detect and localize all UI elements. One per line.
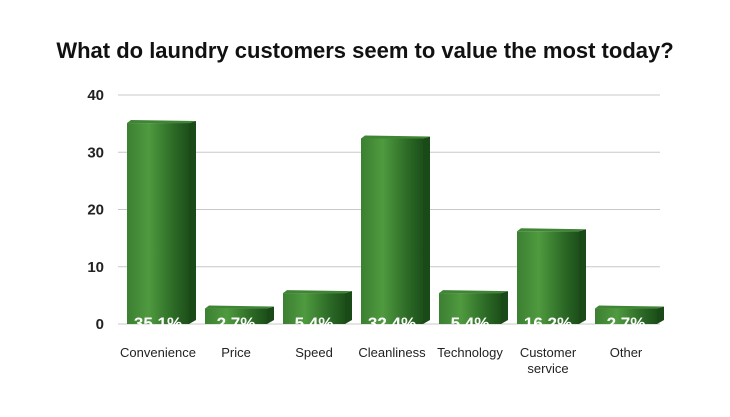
bar-side bbox=[579, 229, 586, 324]
x-axis-ticks: Convenience Price Speed Cleanliness Technolo… bbox=[120, 345, 643, 376]
bar bbox=[517, 228, 586, 324]
y-tick-label: 0 bbox=[96, 316, 104, 333]
data-label: 32.4% bbox=[368, 314, 416, 333]
bar-side bbox=[189, 121, 196, 325]
bar bbox=[283, 290, 352, 324]
bar-side bbox=[657, 306, 664, 324]
bar bbox=[595, 305, 664, 324]
bar-face bbox=[283, 293, 345, 324]
data-label: 35.1% bbox=[134, 314, 182, 333]
x-tick-label: Technology bbox=[437, 345, 503, 360]
y-tick-label: 10 bbox=[87, 259, 104, 276]
bar-face bbox=[517, 231, 579, 324]
bar bbox=[205, 305, 274, 324]
y-axis-ticks: 0 10 20 30 40 bbox=[87, 87, 104, 333]
x-tick-label: Cleanliness bbox=[358, 345, 426, 360]
bar bbox=[361, 135, 430, 324]
bar-side bbox=[423, 136, 430, 324]
bar-side bbox=[345, 291, 352, 324]
bars bbox=[127, 120, 664, 325]
x-tick-label: Price bbox=[221, 345, 251, 360]
x-tick-label: Customer service bbox=[520, 345, 577, 376]
bar-top bbox=[595, 305, 664, 309]
bar-side bbox=[267, 306, 274, 324]
data-label: 2.7% bbox=[607, 314, 646, 333]
chart-title: What do laundry customers seem to value … bbox=[56, 38, 673, 63]
bar-top bbox=[439, 290, 508, 294]
bar-face bbox=[595, 308, 657, 324]
data-labels: 35.1% 2.7% 5.4% 32.4% 5.4% 16.2% 2.7% bbox=[134, 314, 645, 333]
bar-face bbox=[439, 293, 501, 324]
data-label: 16.2% bbox=[524, 314, 572, 333]
x-tick-label: Convenience bbox=[120, 345, 196, 360]
bar-side bbox=[501, 291, 508, 324]
bar-top bbox=[283, 290, 352, 294]
bar bbox=[439, 290, 508, 324]
bar-top bbox=[361, 135, 430, 139]
bar-face bbox=[361, 138, 423, 324]
y-tick-label: 20 bbox=[87, 202, 104, 219]
bar-top bbox=[205, 305, 274, 309]
data-label: 2.7% bbox=[217, 314, 256, 333]
data-label: 5.4% bbox=[295, 314, 334, 333]
bar-top bbox=[517, 228, 586, 232]
data-label: 5.4% bbox=[451, 314, 490, 333]
x-tick-label: Other bbox=[610, 345, 643, 360]
bar-top bbox=[127, 120, 196, 124]
bar bbox=[127, 120, 196, 325]
bar-face bbox=[205, 308, 267, 324]
y-tick-label: 30 bbox=[87, 144, 104, 161]
y-tick-label: 40 bbox=[87, 87, 104, 104]
x-tick-label: Speed bbox=[295, 345, 333, 360]
bar-face bbox=[127, 123, 189, 325]
